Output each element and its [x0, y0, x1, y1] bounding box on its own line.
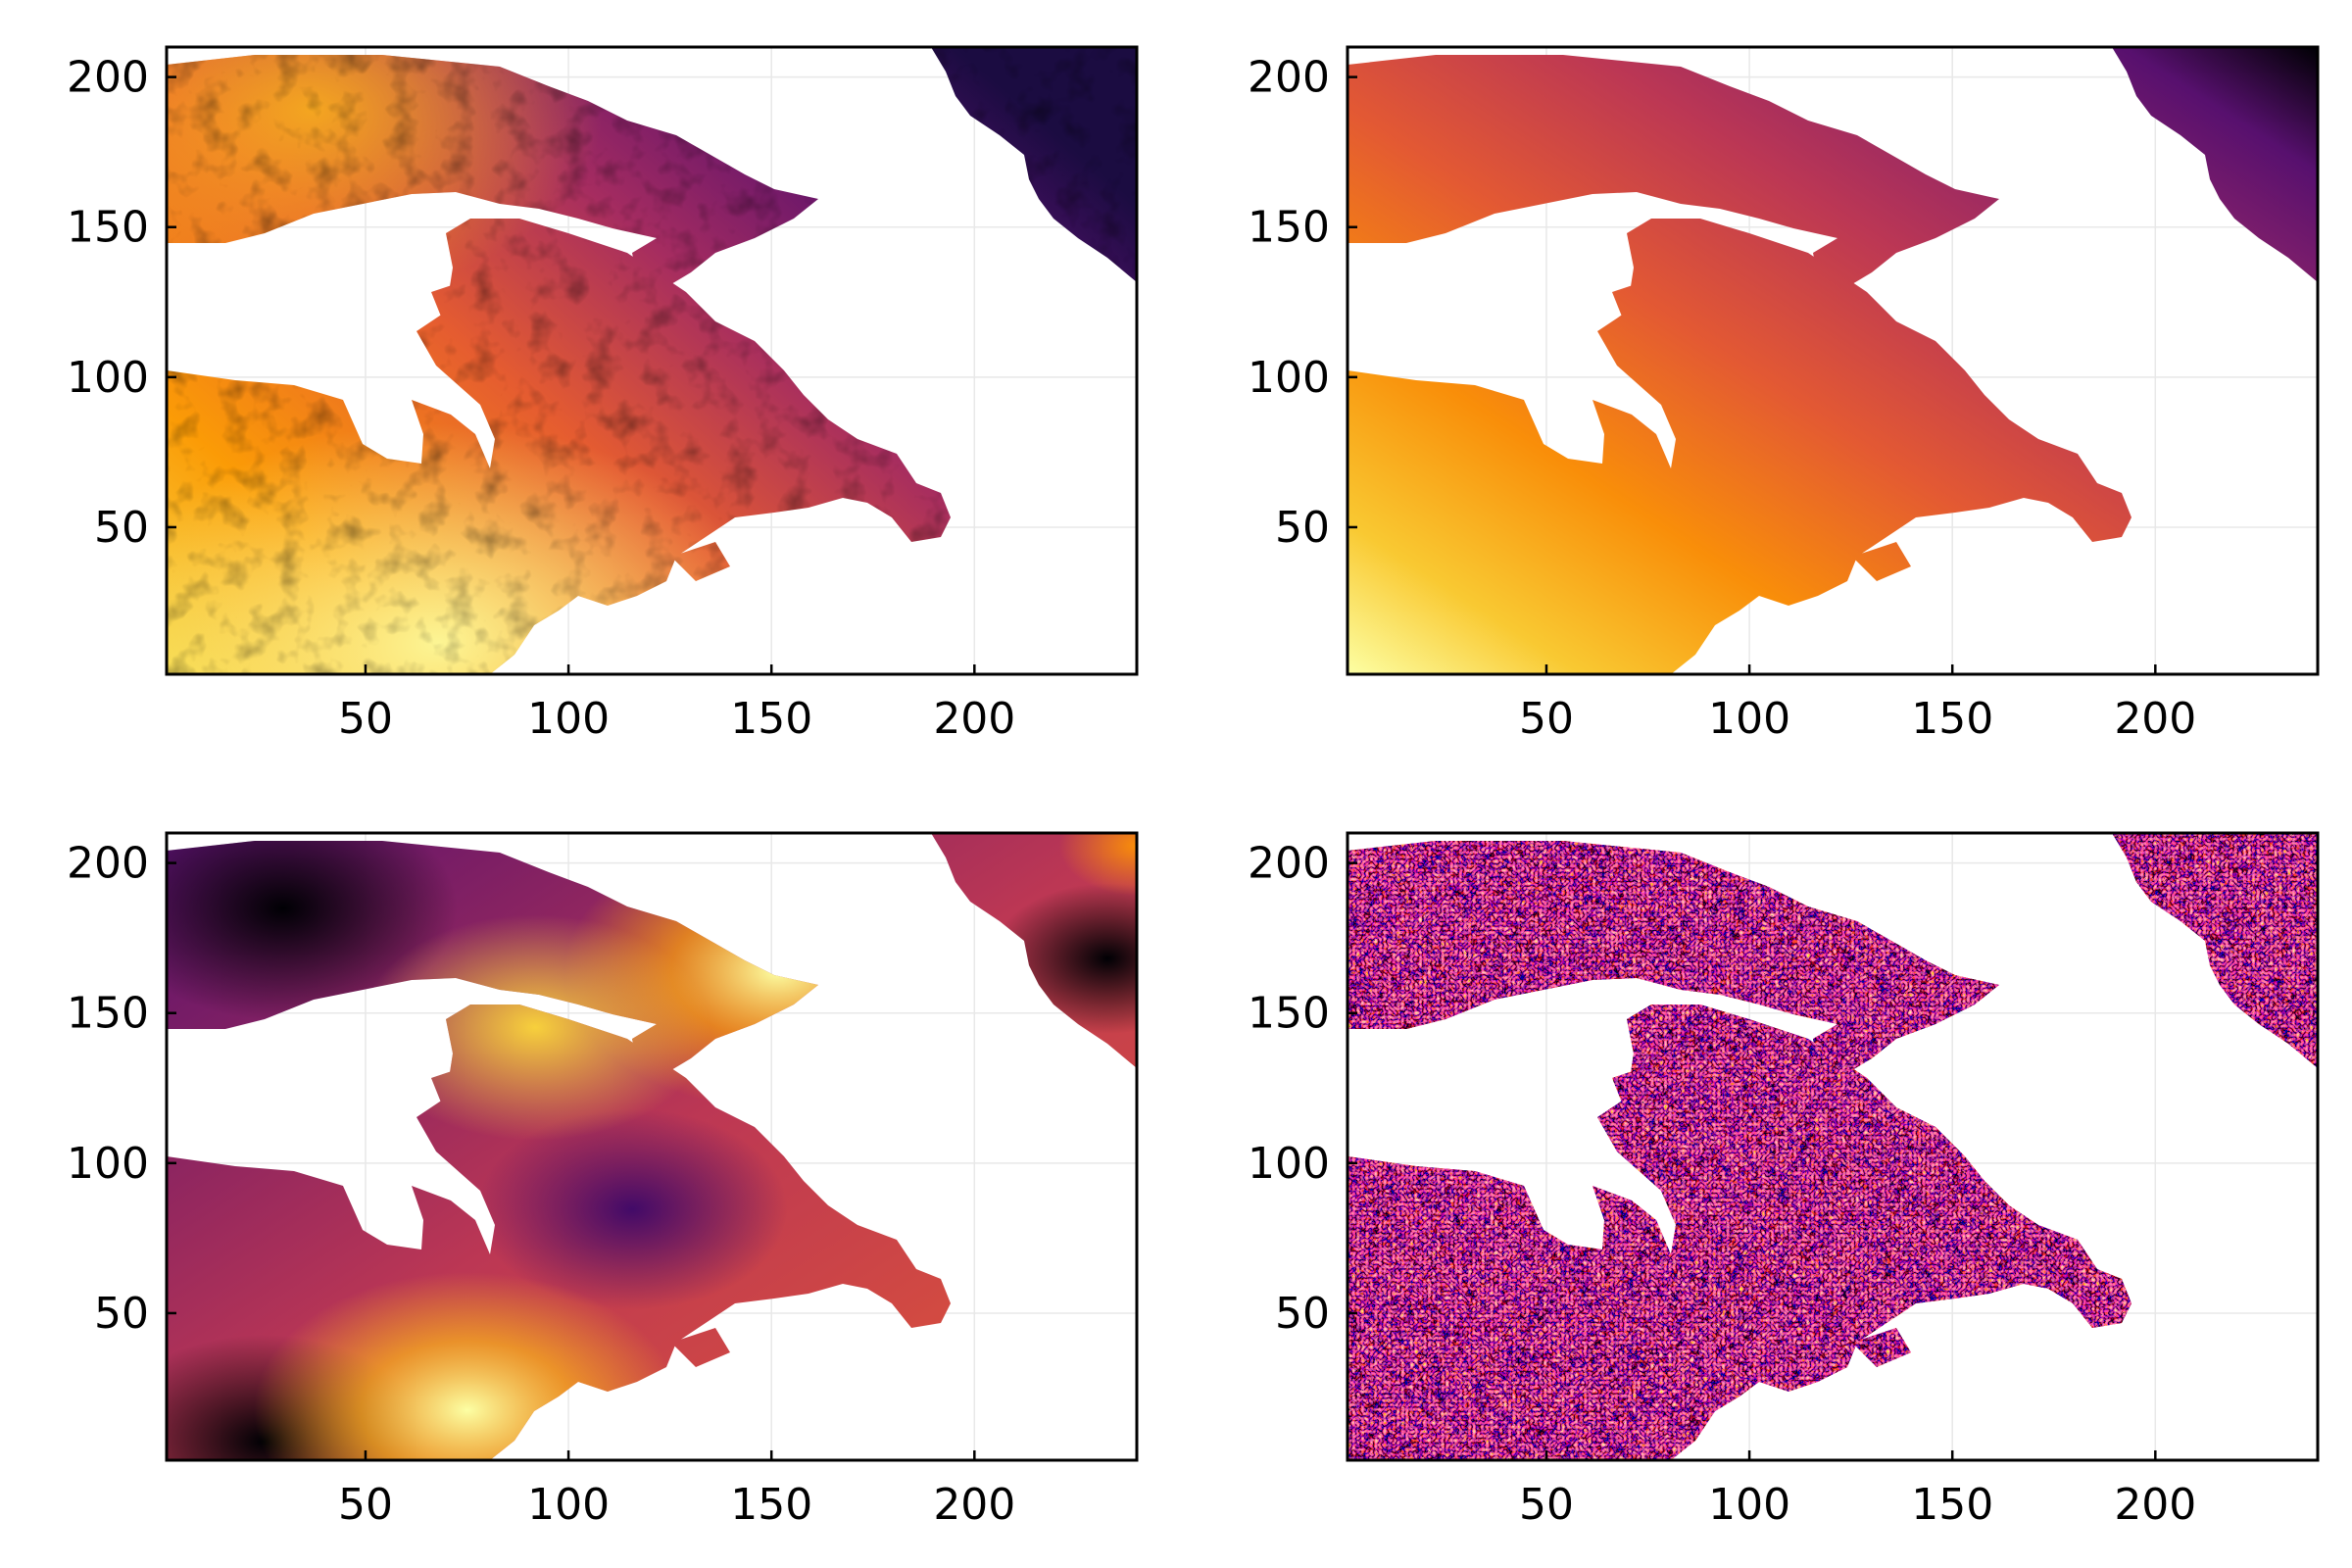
y-tick-label: 150 — [1248, 989, 1330, 1039]
heatmap-land — [167, 47, 1137, 674]
plot-frame — [165, 45, 1139, 676]
x-tick-label: 200 — [933, 1480, 1015, 1530]
y-tick-label: 100 — [1248, 1139, 1330, 1189]
x-tick-label: 50 — [338, 1480, 393, 1530]
y-tick-label: 200 — [1248, 53, 1330, 103]
x-tick-label: 200 — [933, 694, 1015, 744]
y-tick-label: 200 — [67, 839, 149, 889]
y-tick-label: 50 — [94, 503, 149, 553]
y-tick-label: 50 — [1275, 1289, 1330, 1339]
y-tick-label: 100 — [67, 1139, 149, 1189]
x-tick-label: 150 — [1911, 1480, 1993, 1530]
x-tick-label: 50 — [1519, 694, 1574, 744]
y-tick-label: 50 — [94, 1289, 149, 1339]
panel-bottom-right: 50 100 150 200 50 100 150 200 — [1248, 831, 2320, 1530]
x-tick-label: 50 — [338, 694, 393, 744]
y-tick-label: 100 — [1248, 353, 1330, 403]
x-tick-label: 100 — [527, 694, 610, 744]
plot-frame — [165, 831, 1139, 1462]
y-tick-label: 100 — [67, 353, 149, 403]
x-tick-label: 50 — [1519, 1480, 1574, 1530]
x-tick-label: 150 — [730, 694, 812, 744]
heatmap-land — [167, 833, 1137, 1460]
x-tick-label: 100 — [1708, 1480, 1790, 1530]
x-tick-label: 100 — [527, 1480, 610, 1530]
y-tick-label: 50 — [1275, 503, 1330, 553]
y-tick-label: 150 — [1248, 203, 1330, 253]
panel-bottom-left: 50 100 150 200 50 100 150 200 — [67, 831, 1139, 1530]
x-tick-label: 200 — [2114, 1480, 2196, 1530]
heatmap-land — [1348, 47, 2318, 674]
x-tick-label: 200 — [2114, 694, 2196, 744]
y-tick-label: 150 — [67, 989, 149, 1039]
y-tick-label: 200 — [1248, 839, 1330, 889]
x-tick-label: 150 — [730, 1480, 812, 1530]
y-tick-label: 150 — [67, 203, 149, 253]
plot-frame — [1346, 45, 2320, 676]
y-tick-label: 200 — [67, 53, 149, 103]
panel-top-left: 50 100 150 200 50 100 150 200 — [67, 45, 1139, 744]
x-tick-label: 150 — [1911, 694, 1993, 744]
plot-frame — [1346, 831, 2320, 1462]
panel-top-right: 50 100 150 200 50 100 150 200 — [1248, 45, 2320, 744]
x-tick-label: 100 — [1708, 694, 1790, 744]
heatmap-land — [1348, 833, 2318, 1460]
